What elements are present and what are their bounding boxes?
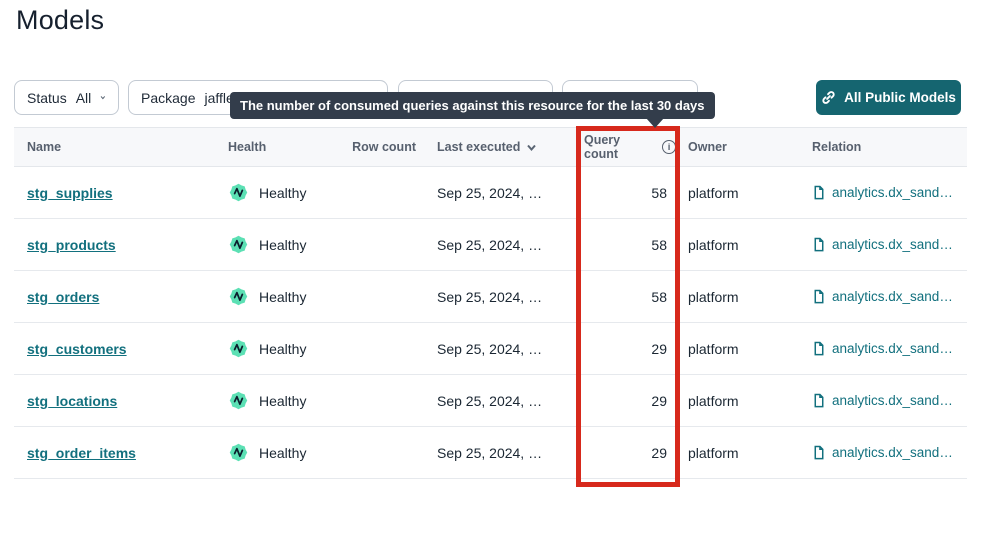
last-executed-cell: Sep 25, 2024, … — [437, 340, 543, 357]
health-status-label: Healthy — [259, 288, 307, 305]
health-pulse-seal-icon — [228, 286, 249, 307]
query-count-header-label: Query count — [584, 133, 621, 161]
owner-cell: platform — [688, 236, 739, 253]
table-row: stg_customers Healthy Sep 25, 2024, … 29… — [14, 323, 967, 375]
last-executed-cell: Sep 25, 2024, … — [437, 444, 543, 461]
query-count-cell: 29 — [651, 444, 667, 461]
relation-link[interactable]: analytics.dx_sand… — [832, 289, 953, 304]
last-executed-cell: Sep 25, 2024, … — [437, 184, 543, 201]
owner-cell: platform — [688, 444, 739, 461]
owner-cell: platform — [688, 340, 739, 357]
table-row: stg_products Healthy Sep 25, 2024, … 58 … — [14, 219, 967, 271]
query-count-cell: 29 — [651, 340, 667, 357]
last-executed-header-label: Last executed — [437, 140, 521, 154]
column-header-relation[interactable]: Relation — [812, 140, 862, 154]
table-header-row: Name Health Row count Last executed Quer… — [14, 127, 967, 167]
document-icon — [814, 289, 824, 303]
document-icon — [814, 445, 824, 459]
owner-cell: platform — [688, 288, 739, 305]
health-pulse-seal-icon — [228, 234, 249, 255]
relation-link[interactable]: analytics.dx_sand… — [832, 393, 953, 408]
table-row: stg_supplies Healthy Sep 25, 2024, … 58 … — [14, 167, 967, 219]
all-public-models-label: All Public Models — [844, 90, 956, 105]
health-pulse-seal-icon — [228, 390, 249, 411]
page-title: Models — [16, 5, 105, 35]
table-row: stg_locations Healthy Sep 25, 2024, … 29… — [14, 375, 967, 427]
query-count-cell: 58 — [651, 236, 667, 253]
last-executed-cell: Sep 25, 2024, … — [437, 392, 543, 409]
column-header-last-executed[interactable]: Last executed — [425, 140, 578, 154]
model-name-link[interactable]: stg_order_items — [27, 444, 136, 461]
document-icon — [814, 393, 824, 407]
owner-cell: platform — [688, 184, 739, 201]
sort-chevron-down-icon — [527, 144, 537, 150]
column-header-query-count[interactable]: Query count i — [578, 133, 676, 161]
column-header-health[interactable]: Health — [228, 140, 267, 154]
tooltip-text: The number of consumed queries against t… — [240, 98, 705, 113]
query-count-cell: 58 — [651, 184, 667, 201]
document-icon — [814, 185, 824, 199]
health-pulse-seal-icon — [228, 338, 249, 359]
model-name-link[interactable]: stg_products — [27, 236, 116, 253]
document-icon — [814, 237, 824, 251]
health-status-label: Healthy — [259, 444, 307, 461]
status-filter-label: Status — [27, 89, 67, 106]
column-header-row-count[interactable]: Row count — [352, 140, 416, 154]
last-executed-cell: Sep 25, 2024, … — [437, 236, 543, 253]
health-pulse-seal-icon — [228, 442, 249, 463]
chevron-down-icon — [100, 95, 106, 100]
relation-link[interactable]: analytics.dx_sand… — [832, 185, 953, 200]
model-name-link[interactable]: stg_orders — [27, 288, 100, 305]
table-row: stg_orders Healthy Sep 25, 2024, … 58 pl… — [14, 271, 967, 323]
info-icon[interactable]: i — [662, 140, 676, 154]
model-name-link[interactable]: stg_customers — [27, 340, 127, 357]
health-status-label: Healthy — [259, 392, 307, 409]
owner-cell: platform — [688, 392, 739, 409]
health-status-label: Healthy — [259, 184, 307, 201]
column-header-name[interactable]: Name — [27, 140, 62, 154]
relation-link[interactable]: analytics.dx_sand… — [832, 341, 953, 356]
relation-link[interactable]: analytics.dx_sand… — [832, 237, 953, 252]
relation-link[interactable]: analytics.dx_sand… — [832, 445, 953, 460]
package-filter-label: Package — [141, 89, 196, 106]
table-row: stg_order_items Healthy Sep 25, 2024, … … — [14, 427, 967, 479]
health-status-label: Healthy — [259, 236, 307, 253]
health-pulse-seal-icon — [228, 182, 249, 203]
health-status-label: Healthy — [259, 340, 307, 357]
table-body: stg_supplies Healthy Sep 25, 2024, … 58 … — [14, 167, 967, 479]
models-table: Name Health Row count Last executed Quer… — [14, 127, 967, 479]
link-icon — [822, 91, 835, 104]
column-header-owner[interactable]: Owner — [688, 140, 727, 154]
query-count-tooltip: The number of consumed queries against t… — [230, 92, 715, 119]
last-executed-cell: Sep 25, 2024, … — [437, 288, 543, 305]
tooltip-arrow — [646, 118, 664, 128]
status-filter-dropdown[interactable]: Status All — [14, 80, 119, 115]
query-count-cell: 58 — [651, 288, 667, 305]
document-icon — [814, 341, 824, 355]
query-count-cell: 29 — [651, 392, 667, 409]
model-name-link[interactable]: stg_locations — [27, 392, 118, 409]
model-name-link[interactable]: stg_supplies — [27, 184, 113, 201]
all-public-models-button[interactable]: All Public Models — [816, 80, 961, 115]
status-filter-value: All — [75, 89, 92, 106]
